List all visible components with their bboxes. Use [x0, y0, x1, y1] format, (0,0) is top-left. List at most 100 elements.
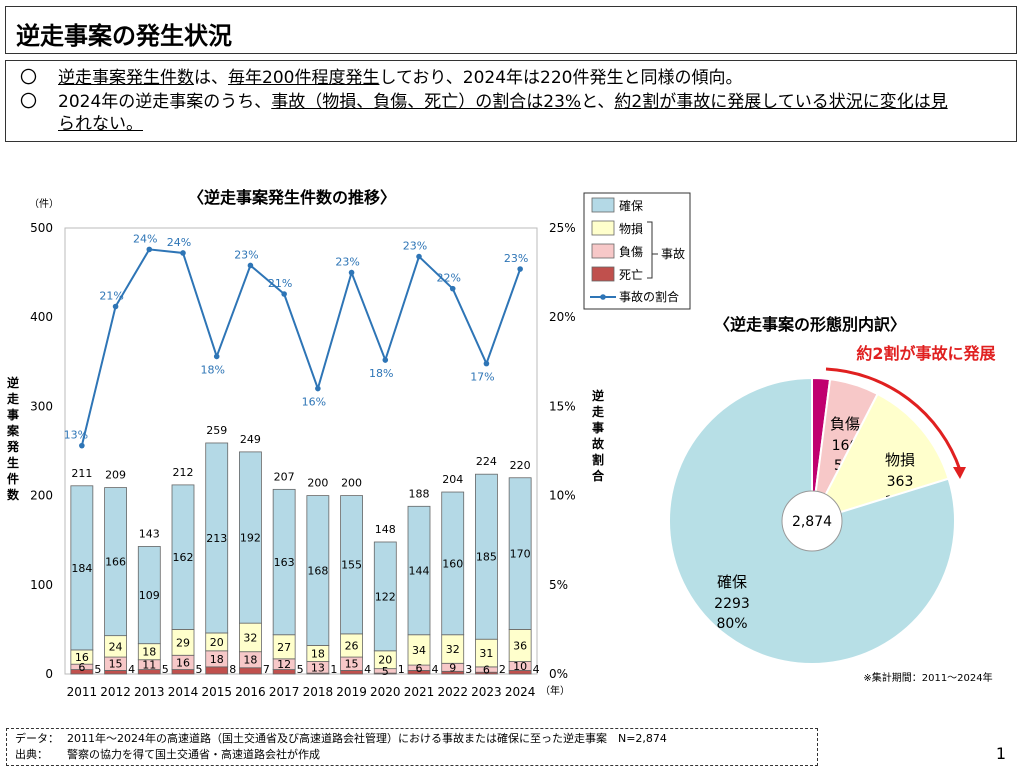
y-tick-right: 0%: [549, 667, 568, 681]
data-label: 13: [311, 661, 325, 674]
bar-segment: [272, 488, 296, 636]
y-tick-right: 20%: [549, 310, 576, 324]
pie-callout: 約2割が事故に発展: [856, 344, 996, 363]
y-tick-left: 500: [30, 221, 53, 235]
y-tick-left: 300: [30, 399, 53, 413]
data-label: 184: [71, 562, 92, 575]
ratio-line: [80, 248, 522, 446]
legend-swatch: [591, 266, 615, 282]
x-tick: 2023: [471, 685, 502, 699]
bar-segment: [306, 495, 330, 646]
page-number: 1: [995, 744, 1006, 763]
summary-highlight: 事故（物損、負傷、死亡）の割合は23%: [271, 92, 582, 112]
summary-highlight: 約2割が事故に発展している状況に変化は見: [614, 92, 948, 112]
data-label: 12: [277, 658, 291, 671]
x-tick: 2013: [134, 685, 165, 699]
callout-arrowhead: [953, 467, 966, 479]
ratio-label: 24%: [167, 236, 191, 249]
pie-slice-value: 363: [887, 474, 914, 490]
data-label: 170: [510, 548, 531, 561]
summary-highlight: 毎年200件程度発生: [228, 68, 380, 88]
ratio-point: [213, 353, 220, 360]
y-tick-right: 25%: [549, 221, 576, 235]
total-label: 259: [206, 424, 227, 437]
total-label: 220: [510, 459, 531, 472]
pie-slice-name: 負傷: [830, 415, 860, 433]
callout-arc-arrow: [825, 367, 962, 471]
legend-label: 事故の割合: [619, 289, 679, 304]
summary-line-1: 〇 逆走事案発生件数は、毎年200件程度発生しており、2024年は220件発生と同…: [20, 67, 742, 89]
chart-area: 〈逆走事案発生件数の推移〉 （件） （年） 0 100 200 300 400 500 0%…: [6, 188, 997, 699]
legend-label: 確保: [619, 198, 643, 213]
x-tick: 2017: [269, 685, 300, 699]
bar-segment: [239, 451, 262, 624]
data-label: 192: [240, 532, 261, 545]
y-tick-left: 100: [30, 578, 53, 592]
legend-bracket: [647, 221, 653, 279]
x-tick: 2018: [303, 685, 334, 699]
y-tick-left: 200: [30, 489, 53, 503]
x-tick: 2015: [201, 685, 232, 699]
data-label: 5: [94, 663, 101, 676]
data-label: 166: [105, 556, 126, 569]
bar-segment: [340, 670, 363, 675]
legend-swatch: [591, 220, 615, 236]
ratio-point: [517, 266, 523, 272]
bar-segment: [373, 541, 397, 652]
data-label: 16: [176, 656, 190, 669]
data-label: 5: [196, 663, 203, 676]
bar-segment: [407, 505, 431, 636]
page-title: 逆走事案の発生状況: [16, 22, 232, 50]
ratio-label: 21%: [268, 277, 292, 290]
ratio-point: [79, 442, 85, 449]
ratio-label: 18%: [200, 363, 224, 376]
summary-text: しており、2024年は220件発生と同様の傾向。: [379, 68, 743, 88]
x-tick: 2021: [404, 685, 435, 699]
pie-slice-name: 確保: [717, 573, 747, 591]
total-label: 209: [105, 469, 126, 482]
footer-data-label: データ：: [15, 732, 59, 745]
data-label: 8: [229, 663, 236, 676]
data-label: 32: [446, 643, 460, 656]
ratio-point: [146, 246, 153, 253]
data-label: 4: [533, 663, 540, 676]
data-label: 15: [345, 658, 359, 671]
total-label: 200: [341, 477, 362, 490]
bar-segment: [205, 666, 229, 675]
total-label: 211: [71, 467, 92, 480]
total-label: 200: [307, 477, 328, 490]
bar-chart-title: 〈逆走事案発生件数の推移〉: [188, 188, 396, 207]
ratio-label: 13%: [64, 429, 88, 442]
data-label: 1: [398, 663, 405, 676]
left-axis-unit: （件）: [29, 198, 59, 210]
total-label: 148: [375, 523, 396, 536]
y-tick-left: 0: [45, 667, 53, 681]
pie-slice-value: 2293: [714, 596, 750, 612]
data-label: 18: [210, 653, 224, 666]
summary-line-3: られない。: [58, 113, 143, 135]
bar-segment: [475, 473, 498, 640]
bar-segment: [104, 670, 127, 675]
data-label: 160: [442, 557, 463, 570]
title-box: 逆走事案の発生状況: [5, 6, 1017, 54]
pie-slice-name: 物損: [885, 451, 915, 469]
total-label: 212: [173, 466, 194, 479]
x-tick: 2022: [437, 685, 468, 699]
data-label: 4: [128, 663, 135, 676]
data-label: 7: [263, 663, 270, 676]
data-label: 20: [210, 636, 224, 649]
footer-data-line: データ： 2011年～2024年の高速道路（国土交通省及び高速道路会社管理）におけ…: [15, 731, 809, 747]
ratio-point: [416, 253, 422, 260]
summary-highlight: 逆走事案発生件数: [58, 68, 194, 88]
ratio-point: [483, 360, 490, 367]
ratio-point: [449, 285, 456, 292]
data-label: 32: [243, 631, 257, 644]
ratio-label: 17%: [470, 371, 494, 384]
data-label: 4: [364, 663, 371, 676]
ratio-label: 23%: [234, 248, 258, 261]
x-tick: 2020: [370, 685, 401, 699]
ratio-point: [382, 357, 389, 363]
data-label: 162: [173, 551, 194, 564]
data-label: 6: [78, 661, 85, 674]
